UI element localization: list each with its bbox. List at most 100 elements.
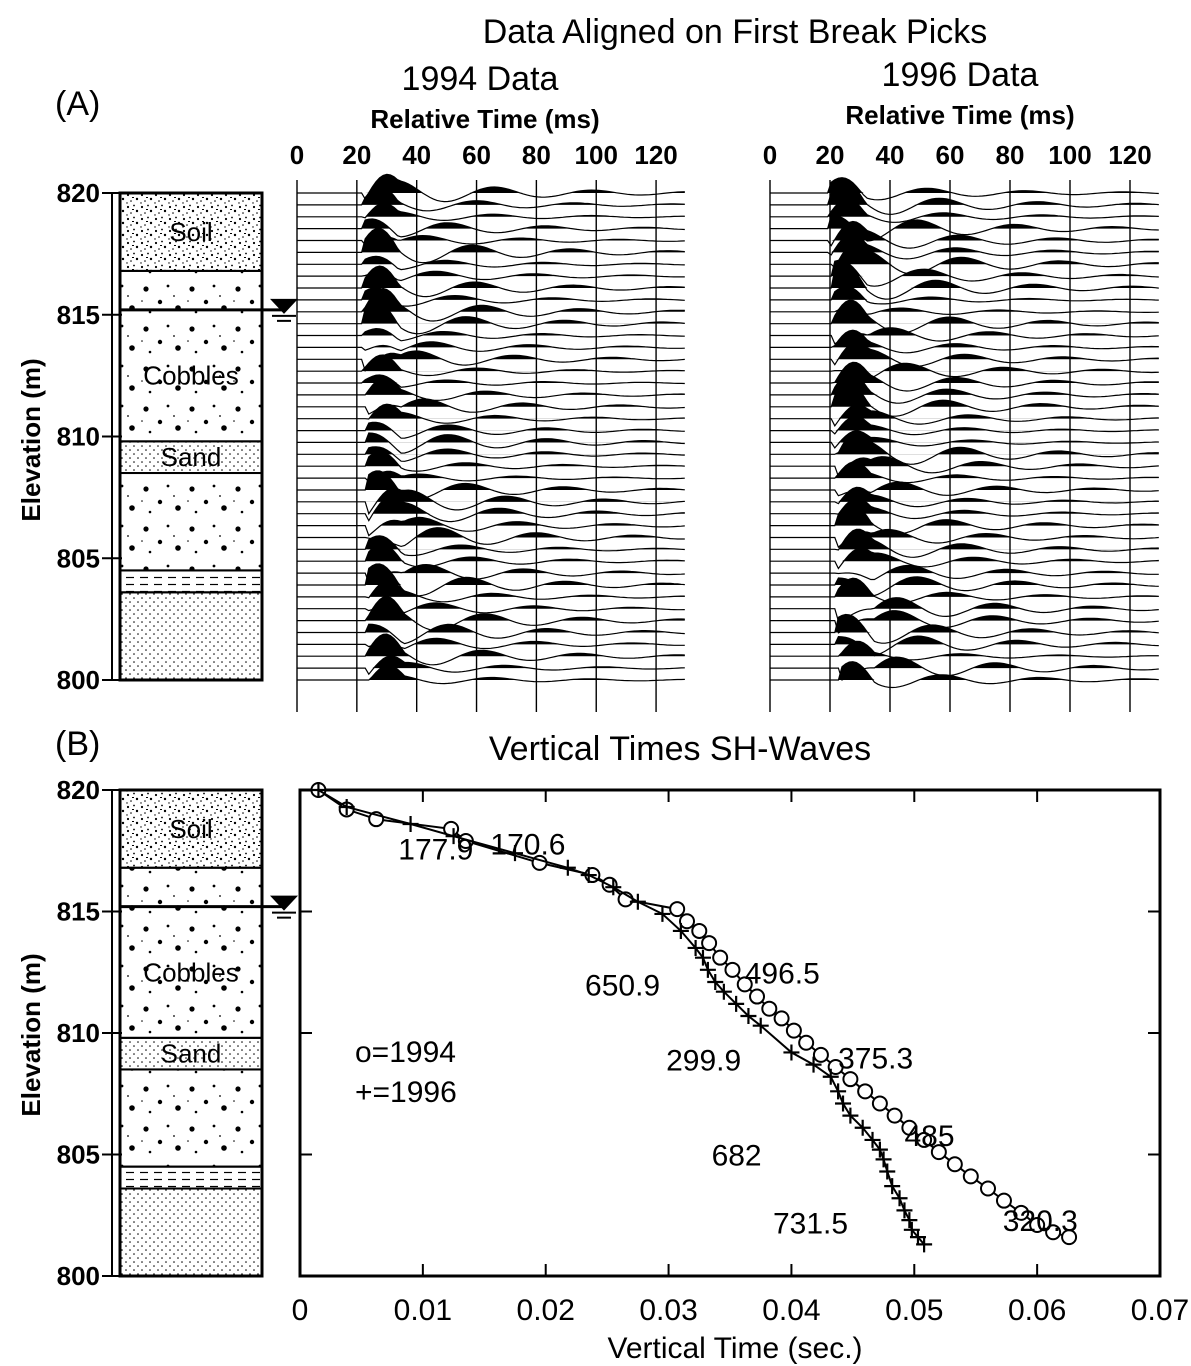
seismic-trace-fill xyxy=(770,430,1159,443)
seismic-trace-fill xyxy=(297,328,685,336)
seismic-trace-fill xyxy=(297,186,685,205)
lithology-layer xyxy=(119,866,263,908)
seismic-trace xyxy=(770,635,1159,657)
panel-b-label: (B) xyxy=(55,725,100,763)
seismic-trace-fill xyxy=(770,597,1159,609)
xlabel-1994: Relative Time (ms) xyxy=(370,104,599,134)
ylabel-a: Elevation (m) xyxy=(16,358,46,521)
lithology-layer xyxy=(119,308,263,443)
lithology-column-b: Soil Cobbles Sand xyxy=(118,788,299,1278)
seismic-trace-fill xyxy=(770,215,1159,229)
lithology-layer xyxy=(119,192,263,272)
seismic-trace-fill xyxy=(297,638,685,645)
x-tick-label: 0.06 xyxy=(1008,1294,1066,1327)
seismic-trace-fill xyxy=(770,383,1159,407)
seismic-trace-fill xyxy=(297,544,685,562)
time-tick-label: 100 xyxy=(1048,140,1091,170)
seismic-trace-fill xyxy=(770,327,1159,336)
velocity-label: 320.3 xyxy=(1003,1205,1078,1238)
seismic-trace-fill xyxy=(297,535,685,550)
seismic-trace xyxy=(770,430,1159,449)
seismic-trace-fill xyxy=(297,351,685,360)
elevation-tick-label: 820 xyxy=(57,775,100,805)
seismic-trace xyxy=(297,265,685,298)
elevation-tick-label: 815 xyxy=(57,897,100,927)
point-1994 xyxy=(736,976,753,993)
point-1994 xyxy=(724,961,741,978)
seismic-trace-fill xyxy=(297,451,685,467)
seismic-trace-fill xyxy=(770,363,1159,372)
seismic-trace-fill xyxy=(297,235,685,241)
seismic-trace xyxy=(770,177,1159,201)
seismic-trace-fill xyxy=(770,330,1159,348)
time-axis-1996: 0 20 40 60 80 100 120 xyxy=(763,140,1152,712)
elevation-tick-label: 820 xyxy=(57,178,100,208)
point-1996 xyxy=(901,1212,918,1229)
lithology-layer xyxy=(119,569,263,594)
lithology-label: Cobbles xyxy=(143,957,238,987)
point-1994 xyxy=(1013,1204,1030,1221)
seismic-trace xyxy=(297,563,685,597)
seismic-trace-fill xyxy=(770,286,1159,300)
point-1996 xyxy=(687,939,704,956)
x-tick-label: 0.04 xyxy=(762,1294,820,1327)
velocity-label: 496.5 xyxy=(745,957,820,990)
seismic-trace xyxy=(297,432,685,454)
title-1996: 1996 Data xyxy=(882,56,1039,94)
legend-1994: o=1994 xyxy=(355,1036,456,1069)
lithology-layer xyxy=(119,1165,263,1190)
time-tick-label: 120 xyxy=(1108,140,1151,170)
seismic-trace-fill xyxy=(297,422,685,431)
time-tick-label: 80 xyxy=(522,140,551,170)
seismic-trace xyxy=(297,595,685,632)
seismic-trace xyxy=(297,374,685,388)
elevation-axis-a: 820 815 810 805 800 xyxy=(57,178,122,695)
point-1996 xyxy=(402,816,419,833)
point-1996 xyxy=(864,1131,881,1148)
point-1996 xyxy=(783,1044,800,1061)
point-1994 xyxy=(712,949,729,966)
point-1994 xyxy=(773,1010,790,1027)
time-axis-1994: 0 20 40 60 80 100 120 xyxy=(290,140,678,712)
seismic-trace-fill xyxy=(770,431,1159,455)
velocity-label: 485 xyxy=(904,1120,954,1153)
time-tick-label: 0 xyxy=(763,140,777,170)
seismic-trace xyxy=(297,516,685,537)
point-1994 xyxy=(761,1000,778,1017)
seismic-trace-fill xyxy=(297,602,685,609)
seismic-trace xyxy=(770,181,1159,215)
seismic-trace-fill xyxy=(770,243,1159,265)
point-1996 xyxy=(740,1007,757,1024)
lithology-column-a: Soil Cobbles Sand xyxy=(118,191,299,682)
legend-1996: +=1996 xyxy=(355,1076,457,1109)
seismic-trace-fill xyxy=(297,341,685,348)
time-tick-label: 60 xyxy=(462,140,491,170)
point-1996 xyxy=(875,1151,892,1168)
seismic-trace-fill xyxy=(770,504,1159,526)
lithology-layer xyxy=(119,472,263,572)
point-1994 xyxy=(669,901,686,918)
lithology-label: Cobbles xyxy=(143,361,238,391)
point-1996 xyxy=(559,859,576,876)
seismic-trace-fill xyxy=(297,517,685,526)
seismic-trace-fill xyxy=(770,641,1159,657)
seismic-trace-fill xyxy=(297,399,685,407)
point-1996 xyxy=(672,922,689,939)
point-1994 xyxy=(691,922,708,939)
seismic-trace-fill xyxy=(770,234,1159,253)
point-1994 xyxy=(785,1022,802,1039)
point-1996 xyxy=(891,1190,908,1207)
time-tick-label: 40 xyxy=(876,140,905,170)
panel-b-title: Vertical Times SH-Waves xyxy=(489,730,871,768)
point-1996 xyxy=(707,973,724,990)
lithology-label: Sand xyxy=(161,442,222,472)
x-tick-label: 0 xyxy=(292,1294,309,1327)
seismic-trace-fill xyxy=(770,342,1159,360)
seismic-trace-fill xyxy=(770,498,1159,514)
x-tick-label: 0.07 xyxy=(1131,1294,1189,1327)
seismic-trace-fill xyxy=(770,565,1159,574)
point-1994 xyxy=(1061,1229,1078,1246)
seismic-trace xyxy=(770,503,1159,535)
elevation-axis-b: 820 815 810 805 800 xyxy=(57,775,122,1291)
point-1994 xyxy=(886,1107,903,1124)
